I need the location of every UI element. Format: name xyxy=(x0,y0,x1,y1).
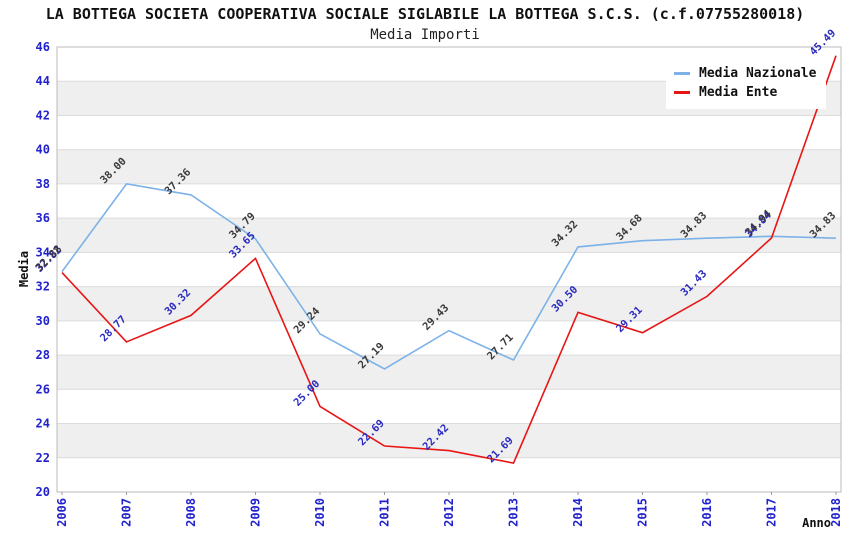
y-tick-label: 22 xyxy=(36,451,50,465)
y-tick-label: 44 xyxy=(36,74,50,88)
chart-title: LA BOTTEGA SOCIETA COOPERATIVA SOCIALE S… xyxy=(45,5,805,23)
series-line-media-nazionale xyxy=(61,183,837,370)
plot-band xyxy=(57,149,841,184)
x-tick-label: 2008 xyxy=(184,498,198,527)
chart-subtitle: Media Importi xyxy=(370,27,480,43)
point-label: 45.49 xyxy=(807,27,838,58)
x-tick-label: 2014 xyxy=(571,498,585,527)
chart-legend: Media Nazionale Media Ente xyxy=(666,57,827,109)
x-tick-label: 2010 xyxy=(313,498,327,527)
y-tick-label: 20 xyxy=(36,485,50,499)
legend-item-media-nazionale: Media Nazionale xyxy=(674,64,816,83)
y-tick-label: 24 xyxy=(36,417,50,431)
legend-label-ente: Media Ente xyxy=(699,85,778,100)
y-tick-label: 34 xyxy=(36,245,50,259)
y-tick-label: 38 xyxy=(36,177,50,191)
y-tick-label: 46 xyxy=(36,40,50,54)
legend-item-media-ente: Media Ente xyxy=(674,83,816,102)
y-tick-label: 40 xyxy=(36,143,50,157)
y-tick-label: 26 xyxy=(36,382,50,396)
legend-swatch-nazionale-icon xyxy=(674,72,690,75)
y-tick-label: 32 xyxy=(36,280,50,294)
x-tick-label: 2011 xyxy=(378,498,392,527)
y-tick-label: 28 xyxy=(36,348,50,362)
plot-band xyxy=(57,355,841,390)
x-tick-label: 2012 xyxy=(442,498,456,527)
y-tick-label: 42 xyxy=(36,108,50,122)
x-tick-label: 2009 xyxy=(249,498,263,527)
x-tick-label: 2015 xyxy=(636,498,650,527)
x-axis-title: Anno xyxy=(802,516,831,530)
x-tick-label: 2016 xyxy=(700,498,714,527)
x-tick-label: 2007 xyxy=(120,498,134,527)
series-line-media-ente xyxy=(61,55,837,465)
x-tick-label: 2013 xyxy=(507,498,521,527)
y-tick-label: 30 xyxy=(36,314,50,328)
x-tick-label: 2018 xyxy=(829,498,843,527)
legend-swatch-ente-icon xyxy=(674,91,690,94)
x-tick-label: 2006 xyxy=(55,498,69,527)
legend-label-nazionale: Media Nazionale xyxy=(699,66,817,81)
plot-band xyxy=(57,218,841,253)
y-tick-label: 36 xyxy=(36,211,50,225)
plot-band xyxy=(57,423,841,458)
x-tick-label: 2017 xyxy=(765,498,779,527)
